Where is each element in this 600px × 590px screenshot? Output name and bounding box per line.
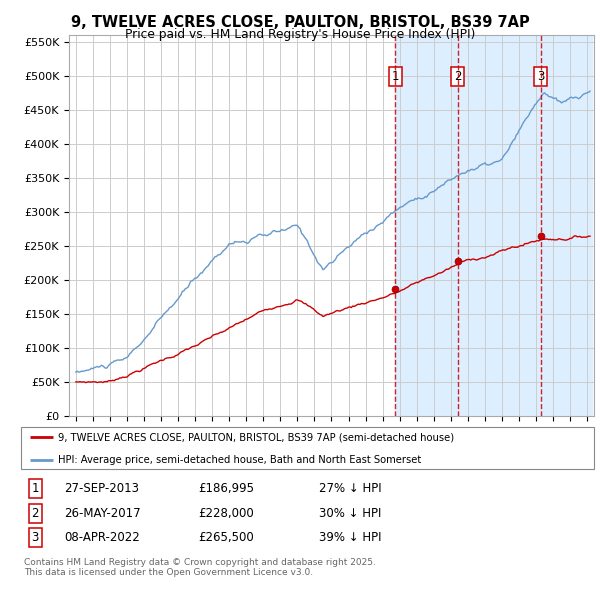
Text: 9, TWELVE ACRES CLOSE, PAULTON, BRISTOL, BS39 7AP: 9, TWELVE ACRES CLOSE, PAULTON, BRISTOL,…: [71, 15, 529, 30]
Text: 3: 3: [32, 532, 39, 545]
Text: 08-APR-2022: 08-APR-2022: [64, 532, 140, 545]
Text: 2: 2: [32, 507, 39, 520]
Text: Price paid vs. HM Land Registry's House Price Index (HPI): Price paid vs. HM Land Registry's House …: [125, 28, 475, 41]
Text: 2: 2: [454, 70, 461, 83]
Text: 27-SEP-2013: 27-SEP-2013: [64, 482, 139, 495]
Text: Contains HM Land Registry data © Crown copyright and database right 2025.
This d: Contains HM Land Registry data © Crown c…: [24, 558, 376, 577]
Text: 30% ↓ HPI: 30% ↓ HPI: [319, 507, 382, 520]
Text: 1: 1: [391, 70, 399, 83]
Text: 9, TWELVE ACRES CLOSE, PAULTON, BRISTOL, BS39 7AP (semi-detached house): 9, TWELVE ACRES CLOSE, PAULTON, BRISTOL,…: [58, 432, 454, 442]
Text: 1: 1: [32, 482, 39, 495]
FancyBboxPatch shape: [21, 427, 594, 469]
Text: 26-MAY-2017: 26-MAY-2017: [64, 507, 140, 520]
Text: HPI: Average price, semi-detached house, Bath and North East Somerset: HPI: Average price, semi-detached house,…: [58, 455, 421, 465]
Text: £265,500: £265,500: [199, 532, 254, 545]
Bar: [395, 35, 592, 416]
Text: 3: 3: [537, 70, 544, 83]
Text: £228,000: £228,000: [199, 507, 254, 520]
Text: 27% ↓ HPI: 27% ↓ HPI: [319, 482, 382, 495]
Text: £186,995: £186,995: [199, 482, 254, 495]
Text: 39% ↓ HPI: 39% ↓ HPI: [319, 532, 382, 545]
